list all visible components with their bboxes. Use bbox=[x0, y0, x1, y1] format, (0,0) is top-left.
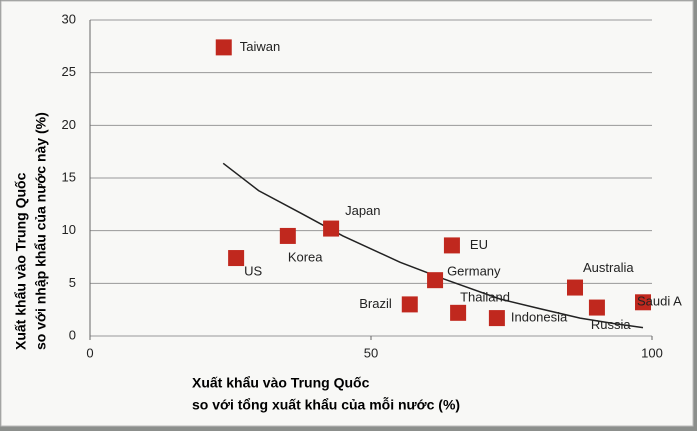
point-label: Indonesia bbox=[511, 310, 568, 325]
point bbox=[228, 250, 245, 267]
point bbox=[427, 272, 444, 289]
point bbox=[588, 299, 605, 316]
point-label: Japan bbox=[345, 203, 380, 218]
y-tick-label: 30 bbox=[62, 11, 76, 26]
trend-line bbox=[222, 162, 644, 329]
point bbox=[279, 227, 296, 244]
y-axis-label-group: Xuất khẩu vào Trung Quốc so với nhập khẩ… bbox=[13, 112, 49, 350]
x-tick-label: 50 bbox=[364, 345, 378, 360]
y-axis-label: Xuất khẩu vào Trung Quốc bbox=[13, 172, 29, 350]
point bbox=[635, 294, 652, 311]
point-label: Taiwan bbox=[240, 39, 280, 54]
x-axis-label: so với tổng xuất khẩu của mỗi nước (%) bbox=[192, 397, 460, 413]
point bbox=[488, 310, 505, 327]
point bbox=[401, 296, 418, 313]
y-axis-label: so với nhập khẩu của nước này (%) bbox=[33, 112, 49, 350]
x-tick-label: 0 bbox=[86, 345, 93, 360]
point-label: Germany bbox=[447, 264, 501, 279]
point-label: Thailand bbox=[460, 289, 510, 304]
x-tick-label: 100 bbox=[641, 345, 663, 360]
point-label: Russia bbox=[591, 317, 632, 332]
point-label: US bbox=[244, 263, 262, 278]
y-tick-label: 0 bbox=[69, 327, 76, 342]
point bbox=[323, 220, 340, 237]
y-tick-label: 20 bbox=[62, 117, 76, 132]
y-tick-label: 15 bbox=[62, 169, 76, 184]
point-label: Australia bbox=[583, 260, 634, 275]
point-label: EU bbox=[470, 237, 488, 252]
point-label: Korea bbox=[288, 249, 323, 264]
point bbox=[443, 237, 460, 254]
point bbox=[567, 279, 584, 296]
x-axis-label: Xuất khẩu vào Trung Quốc bbox=[192, 375, 370, 391]
y-tick-label: 5 bbox=[69, 275, 76, 290]
point bbox=[215, 39, 232, 56]
y-tick-label: 10 bbox=[62, 222, 76, 237]
point-label: Saudi A bbox=[637, 294, 682, 309]
point bbox=[450, 304, 467, 321]
point-label: Brazil bbox=[359, 296, 392, 311]
y-tick-label: 25 bbox=[62, 64, 76, 79]
